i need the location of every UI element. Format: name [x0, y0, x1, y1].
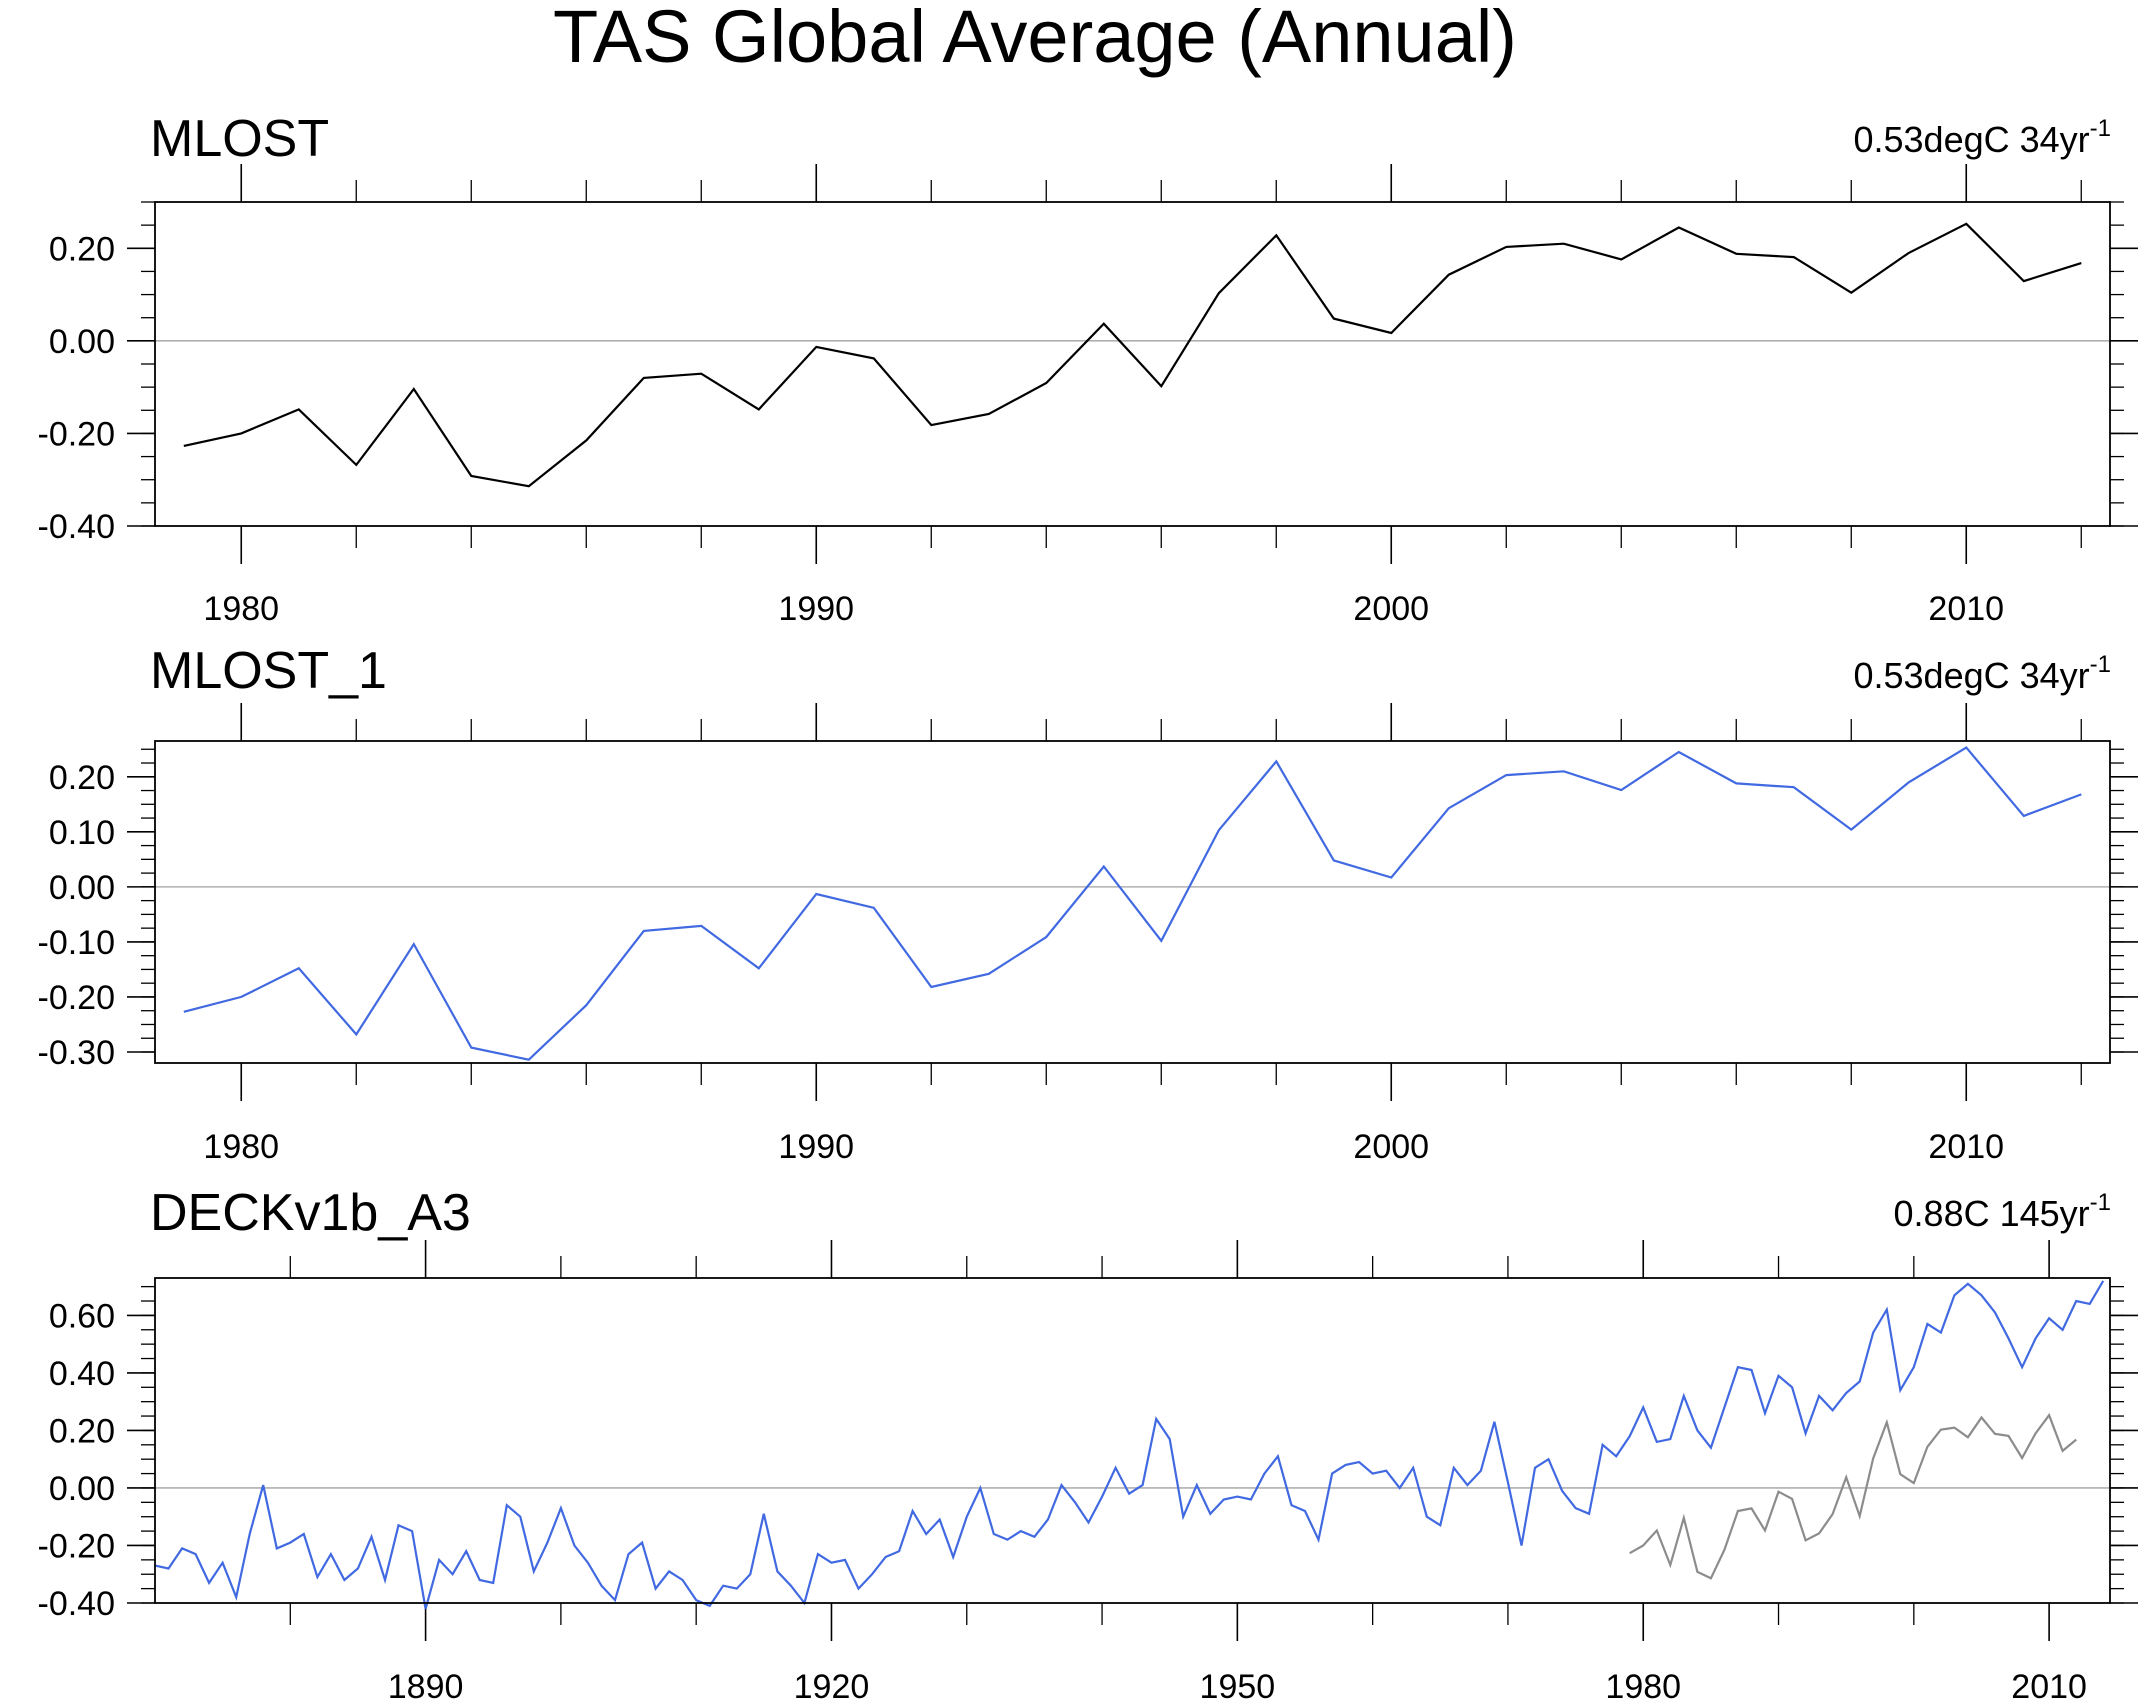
panel-deckv1b-a3: DECKv1b_A3 0.88C 145yr-1 -0.40 -0.20 0.00 0…: [38, 1184, 2138, 1703]
x-tick-label: 2010: [1928, 590, 2004, 628]
figure-title: TAS Global Average (Annual): [553, 0, 1517, 78]
trend-value: 0.88C 145yr: [1894, 1193, 2090, 1234]
y-tick-label: 0.20: [49, 1412, 115, 1450]
trend-value: 0.53degC 34yr: [1853, 655, 2089, 696]
trend-label: 0.53degC 34yr-1: [1853, 651, 2111, 696]
series-line-deckv1b-a3: [154, 1280, 2105, 1610]
x-tick-label: 2010: [2011, 1668, 2087, 1703]
x-tick-label: 1920: [794, 1668, 870, 1703]
panel-title: MLOST: [150, 110, 329, 168]
y-tick-label: 0.60: [49, 1297, 115, 1335]
y-tick-label: 0.20: [49, 759, 115, 797]
plot-frame: [154, 740, 2111, 1064]
y-tick-label: 0.10: [49, 814, 115, 852]
panel-title: MLOST_1: [150, 642, 387, 700]
series-line-mlost: [183, 222, 2082, 488]
series-line-mlost-1: [183, 746, 2082, 1061]
y-tick-label: 0.00: [49, 323, 115, 361]
panel-mlost: MLOST 0.53degC 34yr-1 -0.40 -0.20 0.00 0.20…: [38, 110, 2138, 628]
x-tick-label: 1950: [1200, 1668, 1276, 1703]
y-tick-label: 0.20: [49, 230, 115, 268]
x-tick-label: 1980: [1605, 1668, 1681, 1703]
x-tick-label: 2000: [1353, 1128, 1429, 1166]
x-tick-label: 2010: [1928, 1128, 2004, 1166]
y-tick-label: -0.30: [38, 1034, 116, 1072]
plot-area: -0.30 -0.20 -0.10 0.00 0.10 0.20 1980 1990 2000 2…: [38, 703, 2138, 1166]
plot-area: -0.40 -0.20 0.00 0.20 0.40 0.60 1890 1920 1950 19…: [38, 1240, 2138, 1703]
y-tick-label: -0.20: [38, 979, 116, 1017]
plot-frame: [154, 201, 2111, 527]
x-tick-label: 1980: [203, 1128, 279, 1166]
y-tick-label: 0.00: [49, 1470, 115, 1508]
x-tick-label: 1890: [388, 1668, 464, 1703]
series-line-mlost: [1629, 1412, 2077, 1580]
trend-label: 0.88C 145yr-1: [1894, 1189, 2111, 1234]
y-tick-label: -0.10: [38, 924, 116, 962]
y-tick-label: -0.20: [38, 1527, 116, 1565]
y-tick-label: 0.40: [49, 1355, 115, 1393]
y-tick-label: -0.40: [38, 1585, 116, 1623]
trend-value: 0.53degC 34yr: [1853, 119, 2089, 160]
y-tick-label: 0.00: [49, 869, 115, 907]
plot-frame: [154, 1277, 2111, 1604]
plot-area: -0.40 -0.20 0.00 0.20 1980 1990 2000 2010: [38, 164, 2138, 628]
y-tick-label: -0.20: [38, 415, 116, 453]
y-tick-label: -0.40: [38, 508, 116, 546]
x-tick-label: 1990: [778, 590, 854, 628]
x-tick-label: 1990: [778, 1128, 854, 1166]
x-tick-label: 1980: [203, 590, 279, 628]
panel-title: DECKv1b_A3: [150, 1184, 471, 1242]
panel-mlost-1: MLOST_1 0.53degC 34yr-1 -0.30 -0.20 -0.10 0…: [38, 642, 2138, 1166]
trend-label: 0.53degC 34yr-1: [1853, 115, 2111, 160]
trend-exponent: -1: [2090, 1189, 2111, 1216]
trend-exponent: -1: [2090, 115, 2111, 142]
x-tick-label: 2000: [1353, 590, 1429, 628]
trend-exponent: -1: [2090, 651, 2111, 678]
